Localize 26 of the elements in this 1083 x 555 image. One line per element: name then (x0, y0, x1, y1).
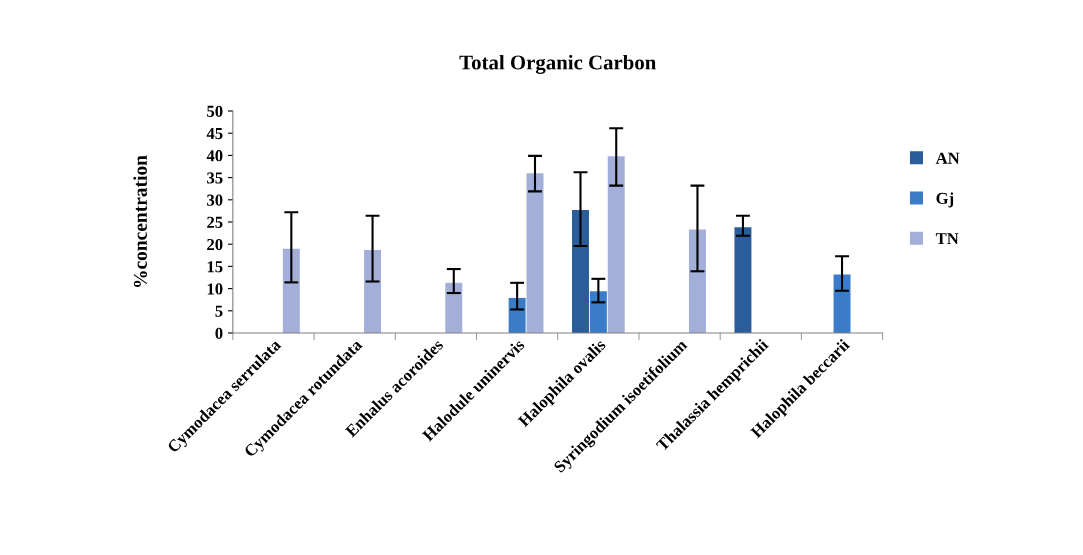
y-tick-label: 35 (207, 172, 223, 184)
bar (364, 249, 382, 333)
y-tick-label: 50 (207, 105, 223, 117)
bar (734, 227, 752, 333)
bar (589, 291, 607, 333)
legend-label: Gj (936, 192, 954, 208)
legend-label: AN (935, 152, 960, 164)
y-tick-label: 0 (215, 327, 223, 339)
bar (607, 156, 625, 333)
bar (833, 274, 851, 333)
bar (526, 173, 544, 333)
y-tick-label: 30 (207, 194, 223, 206)
y-tick-label: 20 (207, 238, 223, 251)
y-tick-label: 25 (207, 216, 223, 228)
y-tick-label: 10 (207, 283, 223, 295)
y-tick-label: 45 (206, 128, 223, 140)
y-tick-label: 5 (215, 305, 223, 317)
bar (445, 282, 463, 333)
bar (688, 229, 706, 333)
chart-title: Total Organic Carbon (459, 54, 657, 74)
y-tick-label: 40 (206, 150, 223, 162)
bar (282, 248, 300, 333)
y-axis-title: %concentration (133, 155, 148, 287)
legend-label: TN (935, 233, 959, 245)
y-tick-label: 15 (207, 261, 223, 273)
bar (572, 210, 589, 333)
